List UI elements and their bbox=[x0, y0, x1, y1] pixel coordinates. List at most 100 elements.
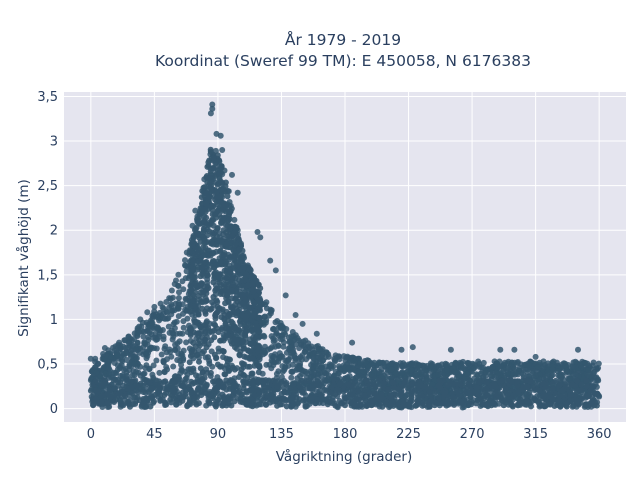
data-point bbox=[223, 295, 230, 302]
data-point bbox=[204, 272, 211, 279]
data-point bbox=[306, 377, 313, 384]
data-point bbox=[236, 302, 243, 309]
data-point bbox=[467, 393, 474, 400]
data-point bbox=[368, 371, 375, 378]
data-point bbox=[233, 327, 240, 334]
data-point bbox=[269, 358, 276, 365]
data-point bbox=[473, 384, 480, 391]
data-point bbox=[207, 110, 214, 117]
data-point bbox=[407, 367, 414, 374]
data-point bbox=[230, 281, 237, 288]
data-point bbox=[176, 338, 183, 345]
data-point bbox=[208, 305, 215, 312]
data-point bbox=[249, 312, 255, 319]
data-point bbox=[240, 361, 247, 368]
data-point bbox=[514, 360, 521, 367]
data-point bbox=[389, 379, 396, 386]
data-point bbox=[164, 366, 171, 373]
data-point bbox=[148, 392, 155, 399]
data-point bbox=[536, 387, 543, 394]
data-point bbox=[134, 339, 141, 346]
data-point bbox=[123, 357, 130, 363]
data-point bbox=[168, 287, 175, 294]
data-point bbox=[121, 337, 128, 344]
data-point bbox=[180, 347, 187, 354]
data-point bbox=[195, 330, 202, 337]
data-point bbox=[502, 399, 509, 406]
data-point bbox=[98, 382, 105, 389]
data-point bbox=[279, 363, 286, 370]
data-point bbox=[157, 300, 164, 307]
data-point bbox=[205, 159, 212, 166]
data-point bbox=[283, 403, 290, 410]
data-point bbox=[587, 387, 594, 393]
data-point bbox=[250, 334, 257, 341]
data-point bbox=[203, 297, 210, 304]
data-point bbox=[563, 400, 570, 407]
data-point bbox=[447, 346, 454, 353]
data-point bbox=[226, 208, 232, 215]
data-point bbox=[342, 402, 348, 409]
data-point bbox=[255, 378, 262, 385]
data-point bbox=[279, 395, 286, 402]
data-point bbox=[210, 155, 217, 162]
x-tick-label: 360 bbox=[587, 427, 612, 442]
data-point bbox=[231, 255, 238, 262]
data-point bbox=[544, 368, 551, 375]
x-tick-label: 180 bbox=[333, 427, 358, 442]
data-point bbox=[190, 274, 197, 281]
data-point bbox=[98, 398, 105, 405]
data-point bbox=[350, 366, 356, 373]
data-point bbox=[141, 328, 148, 335]
data-point bbox=[101, 345, 108, 351]
data-point bbox=[178, 353, 185, 360]
data-point bbox=[373, 393, 380, 400]
data-point bbox=[232, 336, 239, 343]
data-point bbox=[243, 271, 250, 278]
data-point bbox=[473, 400, 480, 407]
data-point bbox=[207, 148, 214, 155]
data-point bbox=[206, 266, 212, 273]
data-point bbox=[468, 401, 475, 408]
data-point bbox=[574, 398, 581, 405]
data-point bbox=[427, 363, 434, 370]
data-point bbox=[286, 338, 293, 345]
data-point bbox=[156, 330, 163, 337]
data-point bbox=[189, 222, 196, 229]
data-point bbox=[150, 334, 157, 341]
data-point bbox=[218, 363, 225, 370]
data-point bbox=[183, 268, 190, 275]
data-point bbox=[160, 305, 167, 312]
data-point bbox=[153, 357, 160, 364]
data-point bbox=[358, 378, 365, 385]
data-point bbox=[238, 329, 245, 336]
data-point bbox=[199, 271, 206, 277]
data-point bbox=[274, 383, 280, 390]
data-point bbox=[239, 247, 246, 254]
data-point bbox=[182, 257, 188, 264]
data-point bbox=[204, 305, 211, 312]
data-point bbox=[255, 325, 262, 332]
data-point bbox=[95, 388, 102, 395]
x-tick-label: 135 bbox=[269, 427, 294, 442]
data-point bbox=[120, 373, 127, 380]
data-point bbox=[356, 402, 363, 409]
data-point bbox=[332, 358, 338, 365]
data-point bbox=[497, 346, 504, 353]
y-tick-label: 3,5 bbox=[37, 90, 58, 105]
data-point bbox=[236, 352, 243, 359]
data-point bbox=[520, 383, 527, 390]
data-point bbox=[106, 370, 113, 377]
data-point bbox=[229, 233, 236, 240]
data-point bbox=[584, 393, 591, 400]
data-point bbox=[525, 362, 532, 369]
data-point bbox=[526, 389, 533, 396]
data-point bbox=[195, 231, 202, 238]
data-point bbox=[137, 316, 144, 323]
data-point bbox=[137, 363, 144, 370]
data-point bbox=[156, 385, 163, 392]
data-point bbox=[322, 354, 329, 361]
data-point bbox=[516, 399, 523, 406]
data-point bbox=[513, 370, 520, 377]
data-point bbox=[224, 218, 231, 225]
